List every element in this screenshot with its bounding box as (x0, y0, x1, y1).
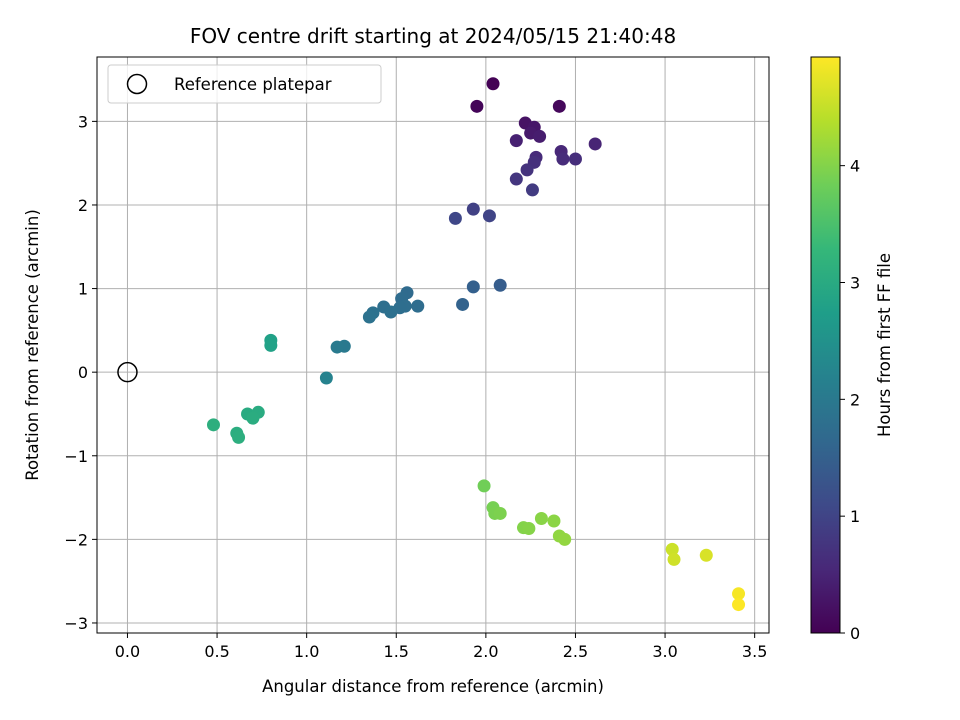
y-tick-label: −1 (64, 447, 88, 466)
data-point (384, 305, 398, 319)
data-point (330, 340, 344, 354)
x-tick-label: 3.5 (742, 642, 767, 661)
data-point (470, 99, 484, 113)
colorbar-tick-label: 0 (850, 624, 860, 643)
x-tick-label: 2.0 (473, 642, 498, 661)
y-tick-label: 3 (78, 112, 88, 131)
data-points (206, 77, 746, 612)
x-axis-label: Angular distance from reference (arcmin) (262, 677, 604, 696)
data-point (520, 163, 534, 177)
colorbar-tick-label: 2 (850, 390, 860, 409)
data-point (732, 598, 746, 612)
data-point (466, 202, 480, 216)
x-tick-label: 2.5 (563, 642, 588, 661)
data-point (509, 172, 523, 186)
data-point (699, 548, 713, 562)
data-point (556, 152, 570, 166)
data-point (588, 137, 602, 151)
data-point (411, 299, 425, 313)
x-tick-label: 0.5 (204, 642, 229, 661)
reference-marker-layer (117, 361, 138, 383)
colorbar: 0 1 2 3 4 Hours from first FF file (810, 56, 894, 643)
plot-frame (96, 56, 770, 634)
data-point (522, 522, 536, 536)
data-point (493, 278, 507, 292)
data-point (206, 418, 220, 432)
legend-label-reference-platepar: Reference platepar (174, 75, 332, 94)
legend-reference-marker (126, 73, 148, 95)
data-point (232, 430, 246, 444)
data-point (362, 310, 376, 324)
y-tick-label: −2 (64, 530, 88, 549)
data-point (456, 297, 470, 311)
data-point (319, 371, 333, 385)
data-point (525, 183, 539, 197)
data-point (732, 587, 746, 601)
colorbar-tick-label: 4 (850, 157, 860, 176)
x-tick-label: 3.0 (652, 642, 677, 661)
x-axis: 0.0 0.5 1.0 1.5 2.0 2.5 3.0 3.5 (115, 633, 767, 661)
colorbar-tick-label: 1 (850, 507, 860, 526)
legend: Reference platepar (107, 64, 382, 104)
data-point (665, 542, 679, 556)
y-axis-label: Rotation from reference (arcmin) (23, 209, 42, 481)
data-point (477, 479, 491, 493)
x-tick-label: 1.0 (294, 642, 319, 661)
y-tick-label: 1 (78, 280, 88, 299)
data-point (547, 514, 561, 528)
colorbar-gradient (810, 56, 841, 634)
x-tick-label: 1.5 (384, 642, 409, 661)
data-point (509, 134, 523, 148)
data-point (448, 211, 462, 225)
x-tick-label: 0.0 (115, 642, 140, 661)
data-point (552, 99, 566, 113)
legend-box (107, 64, 382, 104)
data-point (558, 532, 572, 546)
grid (97, 57, 769, 633)
y-axis: −3 −2 −1 0 1 2 3 (64, 112, 97, 633)
data-point (493, 506, 507, 520)
data-point (667, 552, 681, 566)
colorbar-tick-label: 3 (850, 273, 860, 292)
data-point (486, 77, 500, 91)
y-tick-label: 2 (78, 196, 88, 215)
chart-title: FOV centre drift starting at 2024/05/15 … (190, 24, 676, 48)
data-point (534, 511, 548, 525)
y-tick-label: −3 (64, 614, 88, 633)
data-point (246, 411, 260, 425)
data-point (482, 209, 496, 223)
y-tick-label: 0 (78, 363, 88, 382)
data-point (466, 280, 480, 294)
colorbar-label: Hours from first FF file (875, 253, 894, 437)
reference-platepar-marker (117, 361, 138, 383)
colorbar-ticks: 0 1 2 3 4 (840, 157, 860, 643)
data-point (533, 129, 547, 143)
data-point (568, 152, 582, 166)
data-point (264, 338, 278, 352)
